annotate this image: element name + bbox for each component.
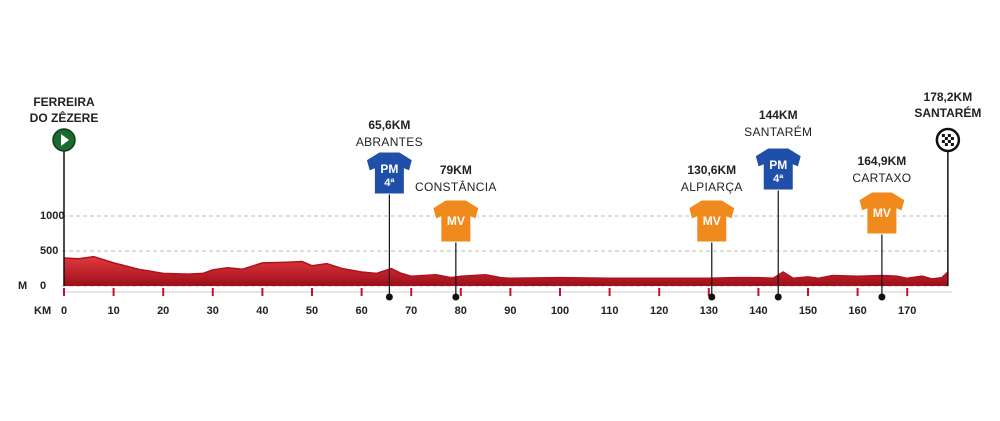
marker-dot bbox=[385, 293, 393, 301]
marker-name: ALPIARÇA bbox=[681, 180, 743, 194]
finish-check bbox=[950, 137, 954, 140]
x-tick-label: 150 bbox=[799, 305, 817, 317]
x-tick-label: 70 bbox=[405, 305, 417, 317]
y-tick-label: 1000 bbox=[40, 210, 64, 222]
x-tick-label: 170 bbox=[898, 305, 916, 317]
x-tick-label: 120 bbox=[650, 305, 668, 317]
jersey-text: MV bbox=[447, 214, 465, 228]
finish-check bbox=[941, 140, 945, 143]
marker-name: CONSTÂNCIA bbox=[415, 179, 497, 194]
finish-km: 178,2KM bbox=[924, 90, 973, 104]
finish-check bbox=[950, 143, 954, 146]
x-tick-label: 40 bbox=[256, 305, 268, 317]
finish-name: SANTARÉM bbox=[914, 105, 981, 120]
x-tick-label: 140 bbox=[749, 305, 767, 317]
marker-km: 65,6KM bbox=[368, 118, 410, 132]
marker-dot bbox=[878, 293, 886, 301]
jersey-text: PM bbox=[769, 158, 787, 172]
x-tick-label: 50 bbox=[306, 305, 318, 317]
jersey-text: MV bbox=[703, 214, 721, 228]
jersey bbox=[858, 191, 906, 235]
x-tick-label: 0 bbox=[61, 305, 67, 317]
jersey bbox=[754, 147, 802, 191]
start-play bbox=[61, 134, 69, 146]
finish-check bbox=[944, 143, 948, 146]
finish-check bbox=[941, 134, 945, 137]
jersey-category: 4ª bbox=[773, 173, 784, 185]
jersey bbox=[432, 199, 480, 243]
start-name: DO ZÊZERE bbox=[30, 110, 99, 125]
marker-km: 79KM bbox=[440, 163, 472, 177]
jersey bbox=[365, 151, 413, 195]
y-axis-label: M bbox=[18, 280, 27, 292]
marker-dot bbox=[452, 293, 460, 301]
y-tick-label: 0 bbox=[40, 280, 46, 292]
x-tick-label: 60 bbox=[355, 305, 367, 317]
x-tick-label: 30 bbox=[207, 305, 219, 317]
x-tick-label: 110 bbox=[601, 305, 619, 317]
marker-dot bbox=[708, 293, 716, 301]
x-tick-label: 20 bbox=[157, 305, 169, 317]
marker-name: ABRANTES bbox=[356, 135, 423, 149]
marker-dot bbox=[774, 293, 782, 301]
jersey-category: 4ª bbox=[384, 177, 395, 189]
y-tick-label: 500 bbox=[40, 245, 58, 257]
jersey bbox=[688, 199, 736, 243]
jersey-text: MV bbox=[873, 206, 891, 220]
x-axis-label: KM bbox=[34, 305, 51, 317]
marker-km: 130,6KM bbox=[687, 163, 736, 177]
x-tick-label: 10 bbox=[107, 305, 119, 317]
elevation-area bbox=[64, 256, 948, 286]
finish-check bbox=[947, 140, 951, 143]
finish-check bbox=[947, 134, 951, 137]
x-tick-label: 160 bbox=[848, 305, 866, 317]
finish-check bbox=[944, 137, 948, 140]
marker-name: SANTARÉM bbox=[744, 124, 812, 139]
x-tick-label: 100 bbox=[551, 305, 569, 317]
x-tick-label: 80 bbox=[455, 305, 467, 317]
start-name: FERREIRA bbox=[33, 95, 95, 109]
elevation-line bbox=[63, 255, 949, 280]
marker-name: CARTAXO bbox=[852, 171, 911, 185]
x-tick-label: 90 bbox=[504, 305, 516, 317]
marker-km: 164,9KM bbox=[858, 154, 907, 168]
marker-km: 144KM bbox=[759, 108, 798, 122]
jersey-text: PM bbox=[380, 162, 398, 176]
x-tick-label: 130 bbox=[700, 305, 718, 317]
